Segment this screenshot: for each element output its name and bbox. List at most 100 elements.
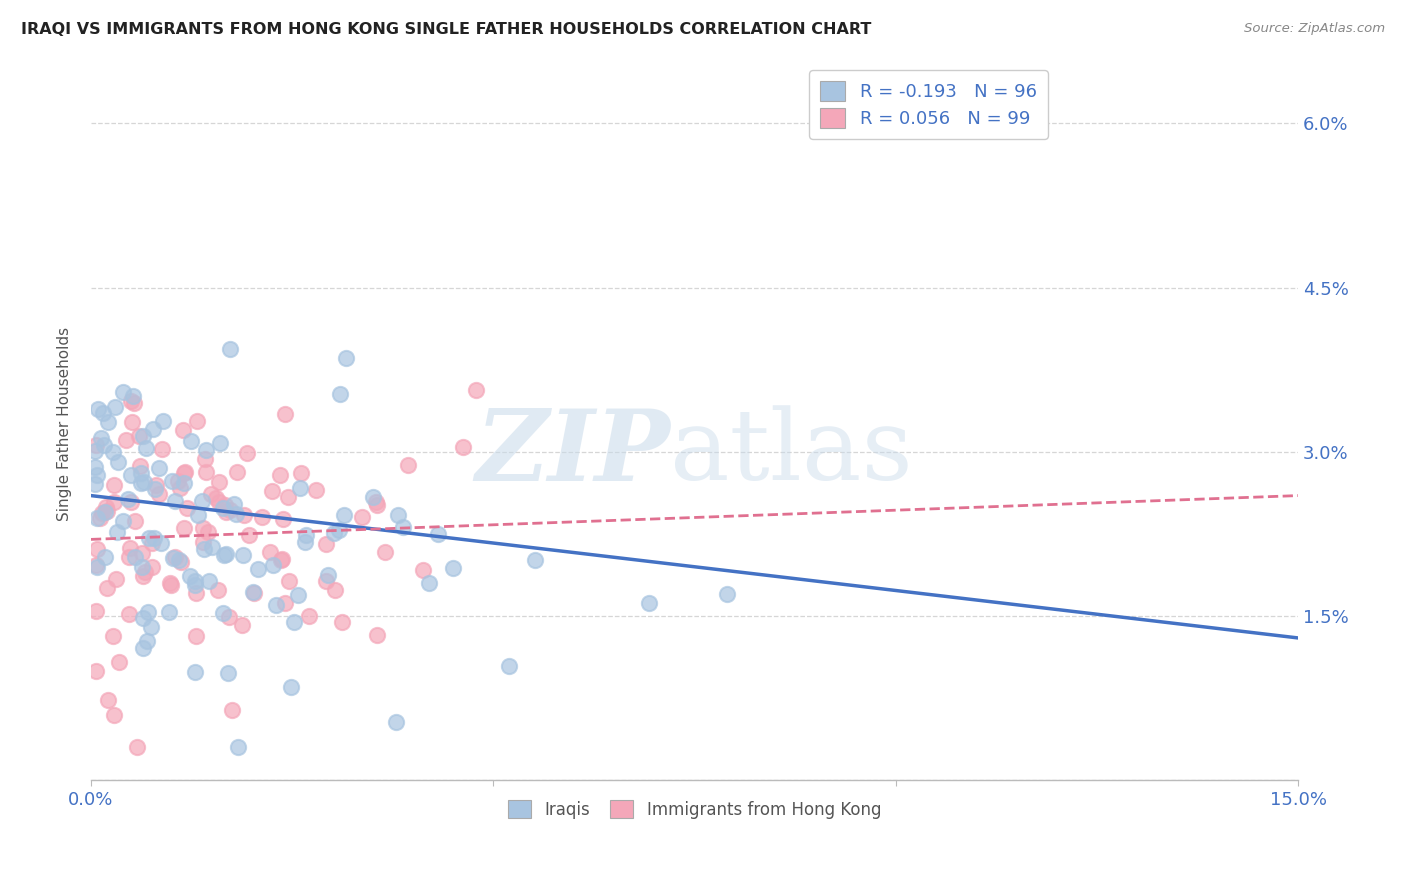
Y-axis label: Single Father Households: Single Father Households [58,327,72,522]
Point [159,575,181,590]
Point [315,537,337,551]
Point [91,506,114,520]
Point [103,495,125,509]
Point [169,481,191,495]
Point [122,396,145,410]
Point [172,423,194,437]
Point [87,402,110,417]
Point [135,634,157,648]
Point [236,446,259,460]
Point [208,495,231,509]
Point [262,484,284,499]
Point [120,468,142,483]
Point [84,460,107,475]
Point [197,525,219,540]
Point [384,715,406,730]
Point [453,441,475,455]
Point [120,541,142,556]
Point [132,429,155,443]
Point [86,467,108,482]
Point [132,475,155,489]
Point [186,414,208,428]
Point [91,406,114,420]
Point [86,559,108,574]
Point [217,665,239,680]
Point [333,508,356,522]
Point [179,568,201,582]
Point [167,474,190,488]
Point [264,598,287,612]
Point [165,494,187,508]
Point [335,351,357,366]
Point [366,498,388,512]
Point [84,438,107,452]
Point [418,576,440,591]
Point [191,521,214,535]
Point [117,491,139,506]
Text: atlas: atlas [671,405,912,500]
Point [287,588,309,602]
Point [247,562,270,576]
Point [84,443,107,458]
Point [198,574,221,588]
Point [169,555,191,569]
Point [524,553,547,567]
Point [294,535,316,549]
Point [325,582,347,597]
Point [132,611,155,625]
Point [465,383,488,397]
Point [184,586,207,600]
Point [184,665,207,680]
Point [219,342,242,356]
Point [250,510,273,524]
Point [96,581,118,595]
Point [121,415,143,429]
Point [226,740,249,755]
Point [218,503,240,517]
Point [107,455,129,469]
Point [118,607,141,621]
Point [716,587,738,601]
Point [184,578,207,592]
Point [315,574,337,588]
Point [132,640,155,655]
Point [94,500,117,514]
Point [225,507,247,521]
Point [329,386,352,401]
Point [366,628,388,642]
Point [201,540,224,554]
Point [231,618,253,632]
Point [131,560,153,574]
Point [134,566,156,580]
Point [105,573,128,587]
Point [221,703,243,717]
Point [148,487,170,501]
Point [89,510,111,524]
Point [176,500,198,515]
Point [316,567,339,582]
Point [84,664,107,678]
Point [138,531,160,545]
Point [162,551,184,566]
Point [86,510,108,524]
Point [105,525,128,540]
Point [84,476,107,491]
Point [243,586,266,600]
Point [215,547,238,561]
Point [361,490,384,504]
Point [135,442,157,456]
Point [141,560,163,574]
Point [132,569,155,583]
Point [167,552,190,566]
Text: ZIP: ZIP [475,405,671,501]
Point [638,596,661,610]
Point [180,434,202,449]
Point [262,558,284,572]
Point [273,596,295,610]
Point [194,442,217,457]
Point [173,466,195,480]
Point [298,609,321,624]
Point [208,475,231,490]
Point [174,465,197,479]
Point [141,536,163,550]
